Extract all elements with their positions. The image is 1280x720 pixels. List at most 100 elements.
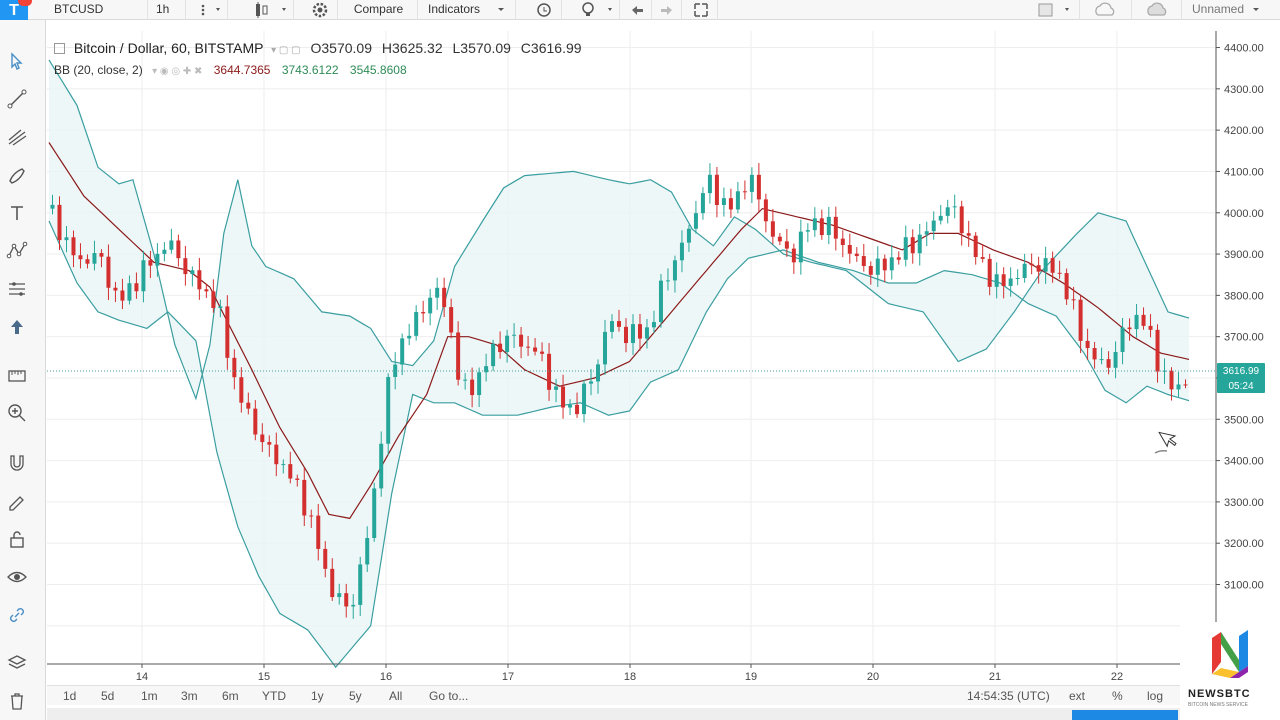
cloud-load-button[interactable] [1082, 0, 1132, 20]
candle-body [1071, 299, 1076, 301]
ext-hours-toggle[interactable]: ext [1069, 689, 1086, 703]
text-icon[interactable] [6, 202, 28, 224]
layout-name-menu[interactable]: Unnamed [1184, 0, 1280, 20]
candle-body [596, 364, 601, 382]
time-tick-label: 15 [258, 671, 270, 683]
price-chart[interactable]: 3000.003100.003200.003300.003400.003500.… [47, 31, 1280, 685]
time-tick-label: 19 [745, 671, 757, 683]
zoom-icon[interactable] [6, 402, 28, 424]
time-tick-label: 22 [1111, 671, 1123, 683]
settings-button[interactable] [296, 0, 338, 20]
candle-body [323, 548, 328, 569]
lock-drawing-icon[interactable] [6, 490, 28, 512]
range-5y[interactable]: 5y [349, 689, 362, 703]
app-logo[interactable]: T [0, 0, 32, 20]
ideas-button[interactable] [564, 0, 620, 20]
price-axis[interactable]: 3000.003100.003200.003300.003400.003500.… [1215, 31, 1280, 685]
candle-body [421, 312, 426, 314]
candle-body [707, 174, 712, 194]
candle-body [127, 283, 132, 301]
candle-body [365, 537, 370, 565]
candle-body [637, 324, 642, 339]
pattern-icon[interactable] [6, 240, 28, 262]
prediction-icon[interactable] [6, 278, 28, 300]
candle-body [665, 280, 670, 282]
cloud-download-icon [1095, 2, 1115, 16]
candle-body [617, 321, 621, 327]
last-price-value: 3616.99 [1223, 366, 1260, 377]
candle-body [309, 515, 314, 517]
candle-body [749, 174, 754, 192]
range-all[interactable]: All [389, 689, 403, 703]
range-3m[interactable]: 3m [181, 689, 198, 703]
chart-type-button[interactable] [230, 0, 294, 20]
redo-button[interactable] [652, 0, 682, 20]
undo-icon [632, 5, 643, 15]
candle-body [742, 191, 747, 193]
candle-body [1120, 327, 1125, 352]
range-1y[interactable]: 1y [311, 689, 324, 703]
indicators-button[interactable]: Indicators [420, 0, 516, 20]
bollinger-band-fill [49, 59, 1189, 668]
trend-line-icon[interactable] [6, 88, 28, 110]
top-toolbar: T BTCUSD 1h Compare Indicators [0, 0, 1280, 20]
open-prefix: O [310, 40, 322, 56]
layers-icon[interactable] [6, 652, 28, 674]
compare-button[interactable]: Compare [340, 0, 418, 20]
candle-body [330, 568, 335, 598]
symbol-label: BTCUSD [54, 2, 104, 16]
indicator-legend[interactable]: BB (20, close, 2) ▾ ◉ ◎ ✚ ✖ 3644.7365 37… [54, 63, 407, 77]
series-menu-icon[interactable]: ▾ ▢ ▢ [271, 45, 301, 56]
link-icon[interactable] [6, 604, 28, 626]
candle-body [1169, 370, 1174, 390]
range-1m[interactable]: 1m [141, 689, 158, 703]
range-ytd[interactable]: YTD [262, 689, 286, 703]
square-layout-icon [1038, 3, 1069, 17]
percent-scale-toggle[interactable]: % [1112, 689, 1123, 703]
candle-body [798, 231, 803, 263]
candle-body [456, 332, 461, 380]
indicator-controls-icon[interactable]: ▾ ◉ ◎ ✚ ✖ [152, 66, 203, 77]
interval-select[interactable]: 1h [150, 0, 186, 20]
candle-body [295, 478, 300, 480]
alert-button[interactable] [518, 0, 562, 20]
arrow-up-icon[interactable] [6, 316, 28, 338]
range-1d[interactable]: 1d [63, 689, 77, 703]
candle-body [491, 343, 496, 367]
newsbtc-logo-icon [1212, 630, 1248, 678]
interval-more-button[interactable] [188, 0, 228, 20]
candle-body [889, 257, 894, 271]
undo-button[interactable] [622, 0, 652, 20]
magnet-icon[interactable] [6, 452, 28, 474]
candle-body [847, 244, 852, 254]
bottom-panel-tab[interactable] [1072, 710, 1178, 720]
eye-icon[interactable] [6, 566, 28, 588]
fullscreen-button[interactable] [684, 0, 718, 20]
candle-body [50, 204, 55, 209]
candle-body [1085, 340, 1090, 349]
time-axis[interactable]: 14 15 16 17 18 19 20 21 22 [47, 663, 1216, 683]
symbol-search[interactable]: BTCUSD [48, 0, 148, 20]
range-6m[interactable]: 6m [222, 689, 239, 703]
goto-date-button[interactable]: Go to... [429, 689, 469, 703]
cloud-save-button[interactable] [1134, 0, 1182, 20]
measure-icon[interactable] [6, 364, 28, 386]
layout-select[interactable] [1030, 0, 1080, 20]
price-tick-label: 3800.00 [1224, 290, 1264, 302]
candle-body [386, 376, 391, 444]
trash-icon[interactable] [6, 690, 28, 712]
lock-icon[interactable] [6, 528, 28, 550]
candle-body [134, 283, 139, 292]
log-scale-toggle[interactable]: log [1147, 689, 1164, 703]
brush-icon[interactable] [6, 164, 28, 186]
candle-body [1064, 273, 1069, 300]
series-legend[interactable]: Bitcoin / Dollar, 60, BITSTAMP ▾ ▢ ▢ O35… [54, 40, 582, 56]
collapse-icon[interactable] [54, 43, 65, 54]
cursor-icon[interactable] [6, 50, 28, 72]
bar-countdown: 05:24 [1228, 381, 1253, 392]
price-tick-label: 4000.00 [1224, 208, 1264, 220]
pitchfork-icon[interactable] [6, 126, 28, 148]
range-5d[interactable]: 5d [101, 689, 115, 703]
candle-body [896, 257, 901, 260]
